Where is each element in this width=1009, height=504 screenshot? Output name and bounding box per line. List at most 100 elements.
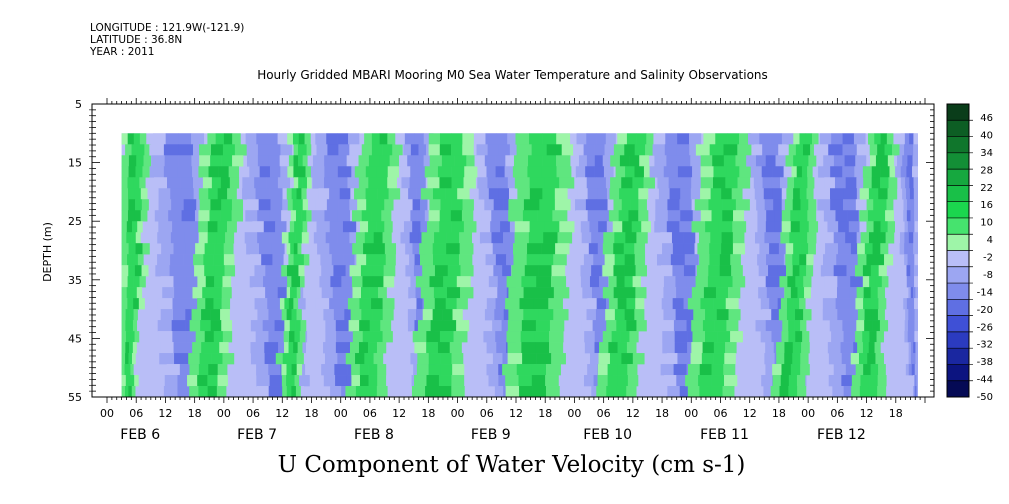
- heatmap-cell: [297, 144, 303, 156]
- heatmap-cell: [874, 133, 881, 145]
- heatmap-cell: [856, 177, 868, 189]
- heatmap-cell: [432, 188, 446, 200]
- heatmap-cell: [249, 276, 264, 288]
- heatmap-cell: [823, 155, 835, 167]
- heatmap-cell: [859, 221, 871, 233]
- heatmap-cell: [667, 386, 681, 398]
- heatmap-cell: [488, 188, 500, 200]
- heatmap-cell: [911, 221, 915, 233]
- heatmap-cell: [522, 210, 538, 222]
- heatmap-cell: [549, 331, 564, 343]
- heatmap-cell: [323, 342, 337, 354]
- heatmap-cell: [250, 353, 265, 365]
- heatmap-cell: [507, 342, 522, 354]
- heatmap-cell: [908, 232, 914, 244]
- heatmap-cell: [609, 188, 620, 200]
- heatmap-cell: [121, 243, 129, 255]
- heatmap-cell: [140, 188, 148, 200]
- heatmap-cell: [908, 287, 912, 299]
- heatmap-cell: [533, 298, 549, 310]
- heatmap-cell: [282, 353, 290, 365]
- heatmap-cell: [795, 309, 804, 321]
- heatmap-cell: [900, 166, 907, 178]
- heatmap-cell: [594, 144, 605, 156]
- heatmap-cell: [774, 210, 784, 222]
- x-day-label: FEB 7: [237, 427, 277, 443]
- heatmap-cell: [910, 265, 915, 277]
- heatmap-cell: [439, 210, 452, 222]
- colorbar-label: -44: [977, 375, 993, 386]
- heatmap-cell: [481, 210, 492, 222]
- heatmap-cell: [910, 210, 915, 222]
- heatmap-cell: [713, 177, 726, 189]
- heatmap-cell: [264, 342, 279, 354]
- heatmap-cell: [619, 155, 630, 167]
- heatmap-cell: [346, 331, 358, 343]
- heatmap-cell: [856, 144, 872, 156]
- heatmap-cell: [679, 221, 693, 233]
- heatmap-cell: [613, 243, 625, 255]
- heatmap-cell: [869, 276, 876, 288]
- heatmap-cell: [495, 254, 507, 266]
- heatmap-cell: [169, 265, 185, 277]
- heatmap-cell: [129, 309, 134, 321]
- heatmap-cell: [290, 287, 294, 299]
- heatmap-cell: [908, 309, 912, 321]
- heatmap-cell: [369, 287, 379, 299]
- heatmap-cell: [784, 287, 792, 299]
- heatmap-cell: [265, 287, 279, 299]
- x-tick-label: 12: [743, 407, 757, 420]
- heatmap-cell: [451, 221, 465, 233]
- variable-title: U Component of Water Velocity (cm s-1): [277, 452, 746, 478]
- heatmap-cell: [142, 243, 150, 255]
- heatmap-cell: [372, 331, 383, 343]
- heatmap-cell: [862, 276, 870, 288]
- heatmap-cell: [775, 320, 787, 332]
- heatmap-cell: [517, 188, 531, 200]
- heatmap-cell: [904, 232, 910, 244]
- heatmap-cell: [414, 133, 425, 145]
- heatmap-cell: [721, 232, 734, 244]
- colorbar-label: -20: [977, 305, 993, 316]
- heatmap-cell: [695, 144, 710, 156]
- heatmap-cell: [366, 199, 376, 211]
- heatmap-cell: [293, 243, 298, 255]
- heatmap-cell: [279, 155, 291, 167]
- heatmap-cell: [723, 144, 738, 156]
- heatmap-cell: [594, 166, 605, 178]
- heatmap-cell: [133, 177, 140, 189]
- heatmap-cell: [578, 155, 588, 167]
- heatmap-cell: [257, 155, 270, 167]
- heatmap-cell: [232, 155, 244, 167]
- heatmap-cell: [795, 331, 803, 343]
- heatmap-cell: [886, 133, 894, 145]
- heatmap-cell: [301, 232, 309, 244]
- heatmap-cell: [426, 375, 440, 387]
- heatmap-cell: [368, 155, 380, 167]
- heatmap-cell: [359, 364, 369, 376]
- heatmap-cell: [377, 188, 389, 200]
- heatmap-cell: [140, 210, 148, 222]
- heatmap-cell: [685, 375, 699, 387]
- heatmap-cell: [173, 309, 186, 321]
- heatmap-cell: [297, 342, 303, 354]
- heatmap-cell: [775, 155, 786, 167]
- heatmap-cell: [903, 199, 908, 211]
- heatmap-cell: [211, 177, 222, 189]
- heatmap-cell: [690, 188, 702, 200]
- heatmap-cell: [216, 386, 227, 398]
- heatmap-cell: [454, 155, 467, 167]
- heatmap-cell: [617, 133, 628, 145]
- heatmap-cell: [758, 265, 769, 277]
- heatmap-cell: [332, 287, 345, 299]
- y-tick-label: 15: [68, 157, 82, 170]
- heatmap-cell: [613, 199, 623, 211]
- heatmap-cell: [602, 287, 614, 299]
- heatmap-cell: [252, 287, 266, 299]
- heatmap-cell: [432, 309, 443, 321]
- heatmap-cell: [755, 276, 767, 288]
- heatmap-cell: [410, 298, 417, 310]
- heatmap-cell: [312, 155, 325, 167]
- heatmap-cell: [359, 221, 369, 233]
- heatmap-cell: [154, 210, 169, 222]
